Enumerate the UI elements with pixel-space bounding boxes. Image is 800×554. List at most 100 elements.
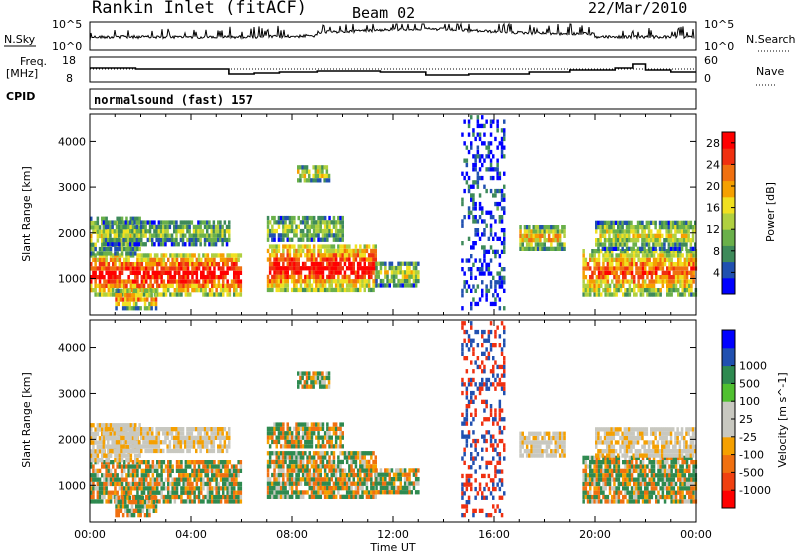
velocity-cell (129, 481, 133, 487)
velocity-cell (297, 435, 300, 440)
velocity-cell (162, 494, 166, 500)
power-cell (282, 261, 285, 267)
power-cell (472, 162, 475, 168)
power-cell (666, 283, 669, 288)
power-cell (410, 274, 413, 279)
velocity-cell (312, 431, 316, 436)
power-cell (328, 279, 331, 284)
power-cell (685, 262, 689, 267)
power-cell (297, 237, 300, 242)
power-cell (102, 220, 106, 225)
power-cell (224, 275, 227, 280)
velocity-cell (173, 444, 176, 449)
velocity-cell (321, 455, 325, 460)
velocity-cell (354, 481, 358, 486)
velocity-cell (171, 486, 174, 491)
velocity-cell (365, 481, 369, 486)
power-cell (532, 229, 535, 234)
power-cell (224, 283, 227, 288)
power-cell (206, 266, 210, 271)
velocity-cell (92, 490, 95, 495)
power-cell (117, 301, 120, 307)
power-cell (162, 288, 166, 293)
velocity-cell (213, 477, 216, 482)
velocity-cell (177, 448, 180, 454)
power-cell (639, 288, 643, 293)
power-cell (659, 266, 662, 271)
power-cell (140, 262, 144, 267)
velocity-cell (195, 460, 199, 465)
power-cell (142, 257, 146, 262)
power-cell (219, 283, 223, 288)
power-cell (647, 220, 651, 225)
velocity-cell (399, 472, 402, 477)
power-cell (461, 132, 464, 137)
power-cell (222, 253, 225, 258)
power-cell (688, 292, 691, 297)
power-cell (644, 249, 647, 254)
velocity-cell (96, 481, 100, 487)
power-cell (222, 257, 225, 262)
power-cell (317, 287, 320, 293)
power-cell (619, 225, 622, 230)
power-cell (661, 220, 664, 225)
power-cell (633, 288, 636, 293)
power-cell (666, 266, 669, 271)
velocity-cell (168, 448, 172, 454)
power-cell (681, 279, 684, 284)
velocity-cell (372, 451, 375, 456)
power-cell (628, 233, 631, 238)
velocity-cell (213, 473, 216, 478)
velocity-cell (153, 468, 157, 473)
power-cell (149, 262, 152, 267)
power-cell (379, 265, 383, 271)
velocity-cell (159, 440, 163, 445)
velocity-cell (290, 490, 294, 495)
power-cell (115, 224, 119, 230)
power-cell (633, 253, 636, 258)
power-cell (136, 253, 139, 258)
power-cell (630, 270, 634, 275)
velocity-cell (140, 427, 143, 432)
power-cell (677, 253, 680, 258)
velocity-cell (144, 448, 147, 454)
velocity-cell (308, 468, 311, 473)
power-cell (157, 224, 161, 230)
power-cell (186, 257, 190, 262)
power-cell (323, 173, 326, 179)
velocity-cell (219, 464, 223, 469)
velocity-cell (268, 444, 272, 449)
power-cell (310, 237, 314, 242)
power-cell (328, 248, 331, 254)
velocity-cell (158, 460, 161, 465)
power-cell (597, 283, 601, 288)
velocity-cell (279, 494, 283, 499)
velocity-cell (273, 494, 276, 499)
power-cell (472, 180, 475, 185)
power-cell (193, 288, 196, 293)
power-cell (582, 262, 585, 267)
power-cell (650, 279, 654, 284)
velocity-cell (107, 499, 111, 504)
velocity-cell (121, 504, 125, 509)
power-cell (496, 171, 499, 176)
velocity-cell (297, 380, 300, 385)
velocity-cell (90, 473, 93, 478)
velocity-cell (365, 472, 369, 478)
power-cell (315, 228, 318, 234)
velocity-cell (275, 426, 278, 431)
power-cell (304, 233, 307, 238)
velocity-cell (228, 468, 232, 473)
velocity-cell (379, 468, 383, 473)
power-cell (487, 288, 491, 293)
velocity-cell (299, 375, 302, 381)
velocity-cell (266, 459, 270, 465)
power-cell (536, 246, 540, 251)
power-cell (153, 270, 157, 275)
power-cell (646, 257, 649, 262)
power-cell (630, 253, 634, 258)
power-cell (690, 270, 693, 275)
velocity-cell (367, 477, 371, 482)
power-cell (223, 237, 227, 243)
velocity-cell (279, 422, 283, 427)
